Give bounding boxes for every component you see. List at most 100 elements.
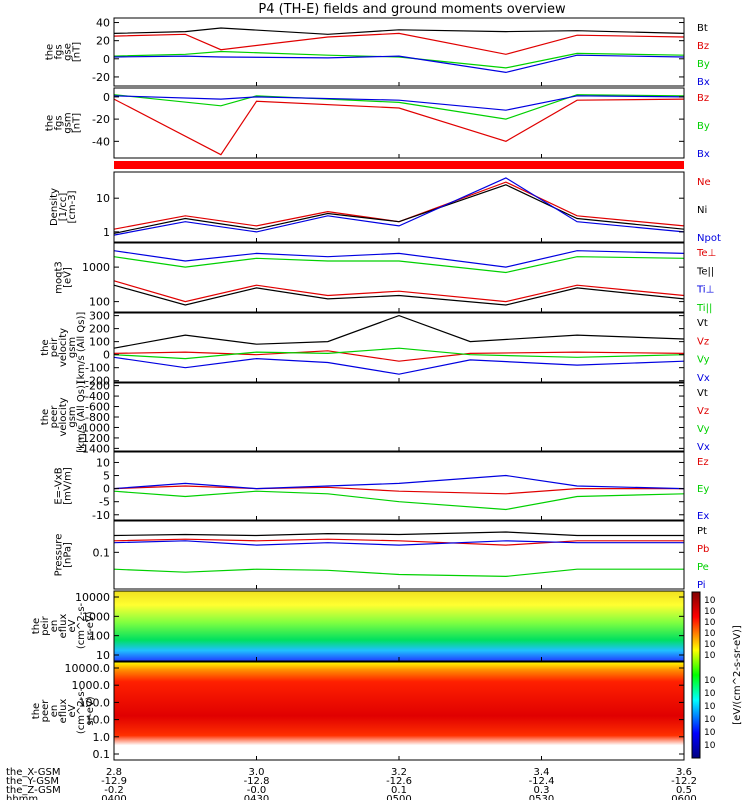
panels: 40200-20thefgsgse[nT]BtBzByBx0-20-40thef… xyxy=(31,17,721,761)
series-fgs-gsm-0 xyxy=(113,98,685,156)
ylabel-line: fgs xyxy=(54,44,65,59)
colorbar-tick-upper: 10 xyxy=(704,651,716,661)
series-temperature-1 xyxy=(113,284,685,306)
legend-temperature-Te||: Te|| xyxy=(696,266,714,277)
series-fgs-gse-3 xyxy=(113,54,685,74)
ytick-label: 10 xyxy=(96,456,110,469)
xrow-value: 0530 xyxy=(529,794,554,800)
xrow-value: 0.3 xyxy=(534,785,550,796)
ylabel-line: [nT] xyxy=(72,113,83,133)
xrow-value: 0.5 xyxy=(676,785,692,796)
series-efield-1 xyxy=(113,490,685,511)
legend-fgs-gse-By: By xyxy=(697,59,710,70)
series-peir-velocity-2 xyxy=(113,347,685,360)
legend-peer-velocity-Vz: Vz xyxy=(697,406,709,417)
series-fgs-gsm-1 xyxy=(113,94,685,120)
xrow-label: the_X-GSM xyxy=(6,767,60,778)
ytick-label: 200 xyxy=(89,323,110,336)
legend-pressure-Pt: Pt xyxy=(697,526,707,537)
series-efield-2 xyxy=(113,474,685,490)
colorbar-tick-lower: 10 xyxy=(704,689,716,699)
xrow-value: 3.2 xyxy=(391,767,407,778)
colorbar-tick-upper: 10 xyxy=(704,596,716,606)
legend-peir-velocity-Vt: Vt xyxy=(697,318,708,329)
ylabel-line: peer xyxy=(40,699,51,723)
ytick-label: -5 xyxy=(99,496,110,509)
legend-efield-Ey: Ey xyxy=(697,484,709,495)
ylabel-line: the xyxy=(31,618,42,634)
colorbar-tick-upper: 10 xyxy=(704,640,716,650)
ytick-label: 10 xyxy=(96,192,110,205)
ytick-label: -10 xyxy=(92,509,110,522)
ytick-label: -200 xyxy=(85,380,110,393)
ylabel-line: eflux xyxy=(58,699,69,724)
xrow-value: -12.9 xyxy=(101,776,127,787)
legend-pressure-Pe: Pe xyxy=(697,562,709,573)
xrow-value: 3.6 xyxy=(676,767,692,778)
legend-fgs-gsm-By: By xyxy=(697,121,710,132)
ylabel-line: velocity xyxy=(58,397,69,436)
ylabel-line: sr-eV) xyxy=(85,611,96,640)
ytick-label: -200 xyxy=(85,375,110,388)
ylabel-line: (cm^2-s- xyxy=(76,602,87,649)
xrow-value: -12.6 xyxy=(386,776,412,787)
ytick-label: 20 xyxy=(96,35,110,48)
ylabel-line: sr-eV) xyxy=(85,696,96,725)
ytick-label: -400 xyxy=(85,390,110,403)
ylabel-line: Pressure xyxy=(54,534,65,577)
ytick-label: 100 xyxy=(89,296,110,309)
ylabel-line: [cm-3] xyxy=(67,190,78,223)
xrow-label: hhmm xyxy=(6,794,38,800)
legend-fgs-gse-Bx: Bx xyxy=(697,77,710,88)
ylabel-line: the xyxy=(45,115,56,131)
ytick-label: 1 xyxy=(103,226,110,239)
ytick-label: 0 xyxy=(103,91,110,104)
xrow-label: the_Y-GSM xyxy=(6,776,59,787)
frame-peer-velocity xyxy=(113,382,685,452)
series-peir-velocity-1 xyxy=(113,350,685,362)
legend-fgs-gsm-Bx: Bx xyxy=(697,149,710,160)
ylabel-line: the xyxy=(31,703,42,719)
series-pressure-3 xyxy=(113,540,684,546)
xrow-label: the_Z-GSM xyxy=(6,785,61,796)
series-pressure-2 xyxy=(113,568,684,578)
colorbar-label: [eV/(cm^2-s-sr-eV)] xyxy=(732,625,743,725)
series-temperature-0 xyxy=(113,280,685,303)
ytick-label: 0.1 xyxy=(93,748,111,761)
ytick-label: 5 xyxy=(103,470,110,483)
xrow-value: 2.8 xyxy=(106,767,122,778)
ylabel-line: en xyxy=(49,620,60,633)
legend-fgs-gsm-Bz: Bz xyxy=(697,93,709,104)
ylabel-line: Density xyxy=(49,188,60,226)
legend-temperature-Ti⊥: Ti⊥ xyxy=(696,285,714,296)
ylabel-line: (cm^2-s- xyxy=(76,687,87,734)
legend-temperature-Te⊥: Te⊥ xyxy=(696,248,716,259)
ytick-label: 100.0 xyxy=(79,696,111,709)
ytick-label: 10000.0 xyxy=(65,662,111,675)
xrow-value: 3.4 xyxy=(534,767,550,778)
frame-pressure xyxy=(113,520,685,590)
xrow-value: 0430 xyxy=(244,794,269,800)
xrow-value: 0.1 xyxy=(391,785,407,796)
ytick-label: 1000 xyxy=(82,610,110,623)
series-fgs-gse-1 xyxy=(113,32,685,55)
ytick-label: -100 xyxy=(85,362,110,375)
legend-pressure-Pb: Pb xyxy=(697,544,709,555)
legend-peer-velocity-Vt: Vt xyxy=(697,388,708,399)
series-pressure-1 xyxy=(113,538,684,546)
ylabel-line: peer xyxy=(49,405,60,429)
ylabel-line: [1/cc] xyxy=(58,193,69,222)
ytick-label: -1400 xyxy=(78,442,110,455)
legend-fgs-gse-Bt: Bt xyxy=(697,23,708,34)
panel-temperature: 1000 100 moqt3[eV] Te⊥ Te|| Ti⊥ Ti|| xyxy=(54,242,716,314)
legend-peir-velocity-Vy: Vy xyxy=(697,355,710,366)
ytick-label: -1200 xyxy=(78,432,110,445)
series-density-2 xyxy=(113,177,685,236)
legend-temperature-Ti||: Ti|| xyxy=(696,303,712,314)
ytick-label: -1000 xyxy=(78,421,110,434)
peer-spectrogram xyxy=(114,662,684,760)
